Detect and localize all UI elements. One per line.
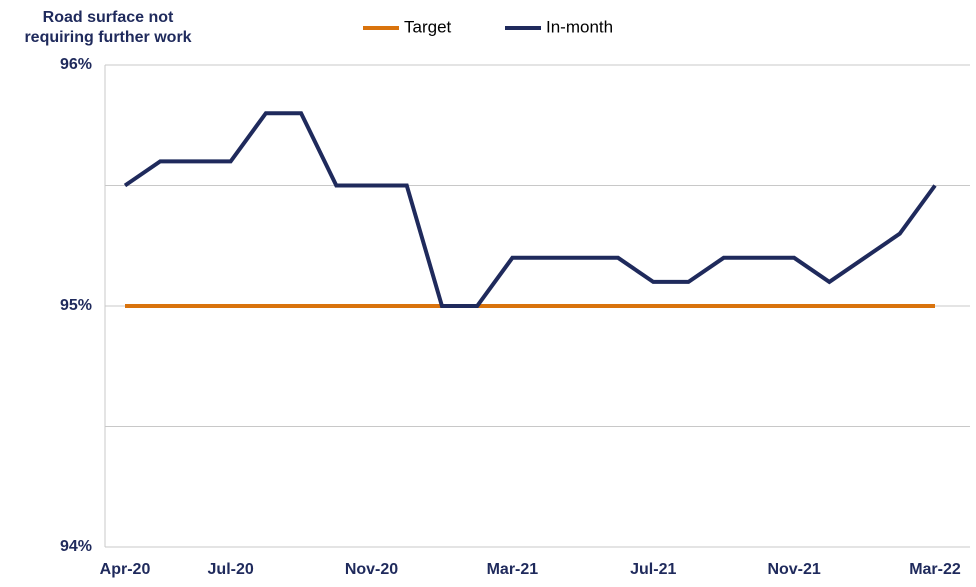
y-tick-label: 96% (60, 56, 92, 73)
x-tick-label: Apr-20 (100, 561, 151, 578)
x-tick-label: Mar-22 (909, 561, 961, 578)
x-tick-label: Nov-21 (767, 561, 820, 578)
y-tick-label: 95% (60, 297, 92, 314)
legend-label: In-month (546, 17, 613, 36)
x-tick-label: Jul-20 (208, 561, 254, 578)
x-tick-label: Jul-21 (630, 561, 676, 578)
series-line (123, 111, 937, 308)
chart-title: Road surface not (43, 9, 174, 26)
y-tick-label: 94% (60, 538, 92, 555)
chart-title: requiring further work (24, 29, 191, 46)
x-tick-label: Mar-21 (487, 561, 539, 578)
legend-label: Target (404, 17, 452, 36)
x-tick-label: Nov-20 (345, 561, 398, 578)
